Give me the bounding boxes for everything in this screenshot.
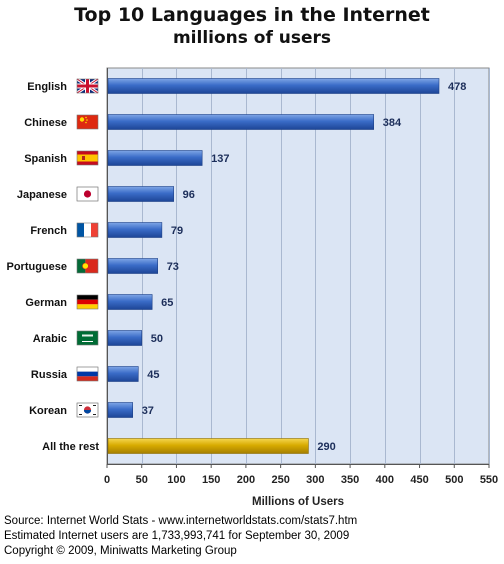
bar — [107, 114, 375, 130]
bar — [107, 330, 143, 346]
estimate-line: Estimated Internet users are 1,733,993,7… — [4, 530, 350, 542]
x-tick-label: 400 — [376, 474, 394, 486]
plot-area — [106, 67, 490, 465]
bar — [107, 366, 139, 382]
x-tick-label: 0 — [104, 474, 110, 486]
category-label: English — [27, 81, 67, 93]
x-tick-label: 550 — [480, 474, 498, 486]
chart-title: Top 10 Languages in the Internet — [74, 4, 430, 26]
data-label: 37 — [142, 405, 154, 417]
data-label: 45 — [147, 369, 159, 381]
korea-flag-icon — [76, 402, 99, 418]
copyright-line: Copyright © 2009, Miniwatts Marketing Gr… — [4, 545, 237, 557]
data-label: 137 — [211, 153, 229, 165]
category-label: German — [25, 297, 67, 309]
data-label: 384 — [383, 117, 402, 129]
category-label: French — [30, 225, 67, 237]
bar — [107, 222, 163, 238]
category-label: All the rest — [42, 441, 99, 453]
x-tick-label: 500 — [445, 474, 463, 486]
x-tick-label: 450 — [410, 474, 428, 486]
source-line: Source: Internet World Stats - www.inter… — [4, 515, 358, 527]
saudi-flag-icon — [76, 330, 99, 346]
data-label: 65 — [161, 297, 173, 309]
x-tick-label: 350 — [341, 474, 359, 486]
category-label: Chinese — [24, 117, 67, 129]
category-label: Portuguese — [6, 261, 67, 273]
data-label: 478 — [448, 81, 466, 93]
chart: 0 50 100 150 200 250 300 350 400 450 500 550 Million… — [6, 67, 498, 508]
x-tick-label: 300 — [306, 474, 324, 486]
bar — [107, 258, 159, 274]
category-label: Arabic — [33, 333, 67, 345]
china-flag-icon — [76, 114, 99, 130]
data-label: 50 — [151, 333, 163, 345]
source-footer: Source: Internet World Stats - www.inter… — [4, 514, 357, 559]
germany-flag-icon — [76, 294, 99, 310]
x-tick-label: 150 — [202, 474, 220, 486]
spain-flag-icon — [76, 150, 99, 166]
category-label: Japanese — [17, 189, 67, 201]
data-label: 73 — [167, 261, 179, 273]
data-label: 290 — [317, 441, 335, 453]
russia-flag-icon — [76, 366, 99, 382]
chart-subtitle: millions of users — [172, 28, 332, 48]
bar — [107, 186, 174, 202]
category-label: Korean — [29, 405, 67, 417]
japan-flag-icon — [76, 186, 99, 202]
bar — [107, 402, 133, 418]
category-label: Spanish — [24, 153, 67, 165]
portugal-flag-icon — [76, 258, 99, 274]
x-tick-label: 200 — [237, 474, 255, 486]
bar — [107, 438, 309, 454]
france-flag-icon — [76, 222, 99, 238]
x-tick-label: 250 — [271, 474, 289, 486]
x-tick-label: 100 — [167, 474, 185, 486]
bar — [107, 294, 153, 310]
data-label: 79 — [171, 225, 183, 237]
category-label: Russia — [31, 369, 68, 381]
uk-flag-icon — [76, 77, 99, 95]
x-tick-label: 50 — [136, 474, 148, 486]
bar — [107, 150, 203, 166]
bar — [107, 78, 440, 94]
x-axis-label: Millions of Users — [252, 496, 344, 508]
data-label: 96 — [183, 189, 195, 201]
